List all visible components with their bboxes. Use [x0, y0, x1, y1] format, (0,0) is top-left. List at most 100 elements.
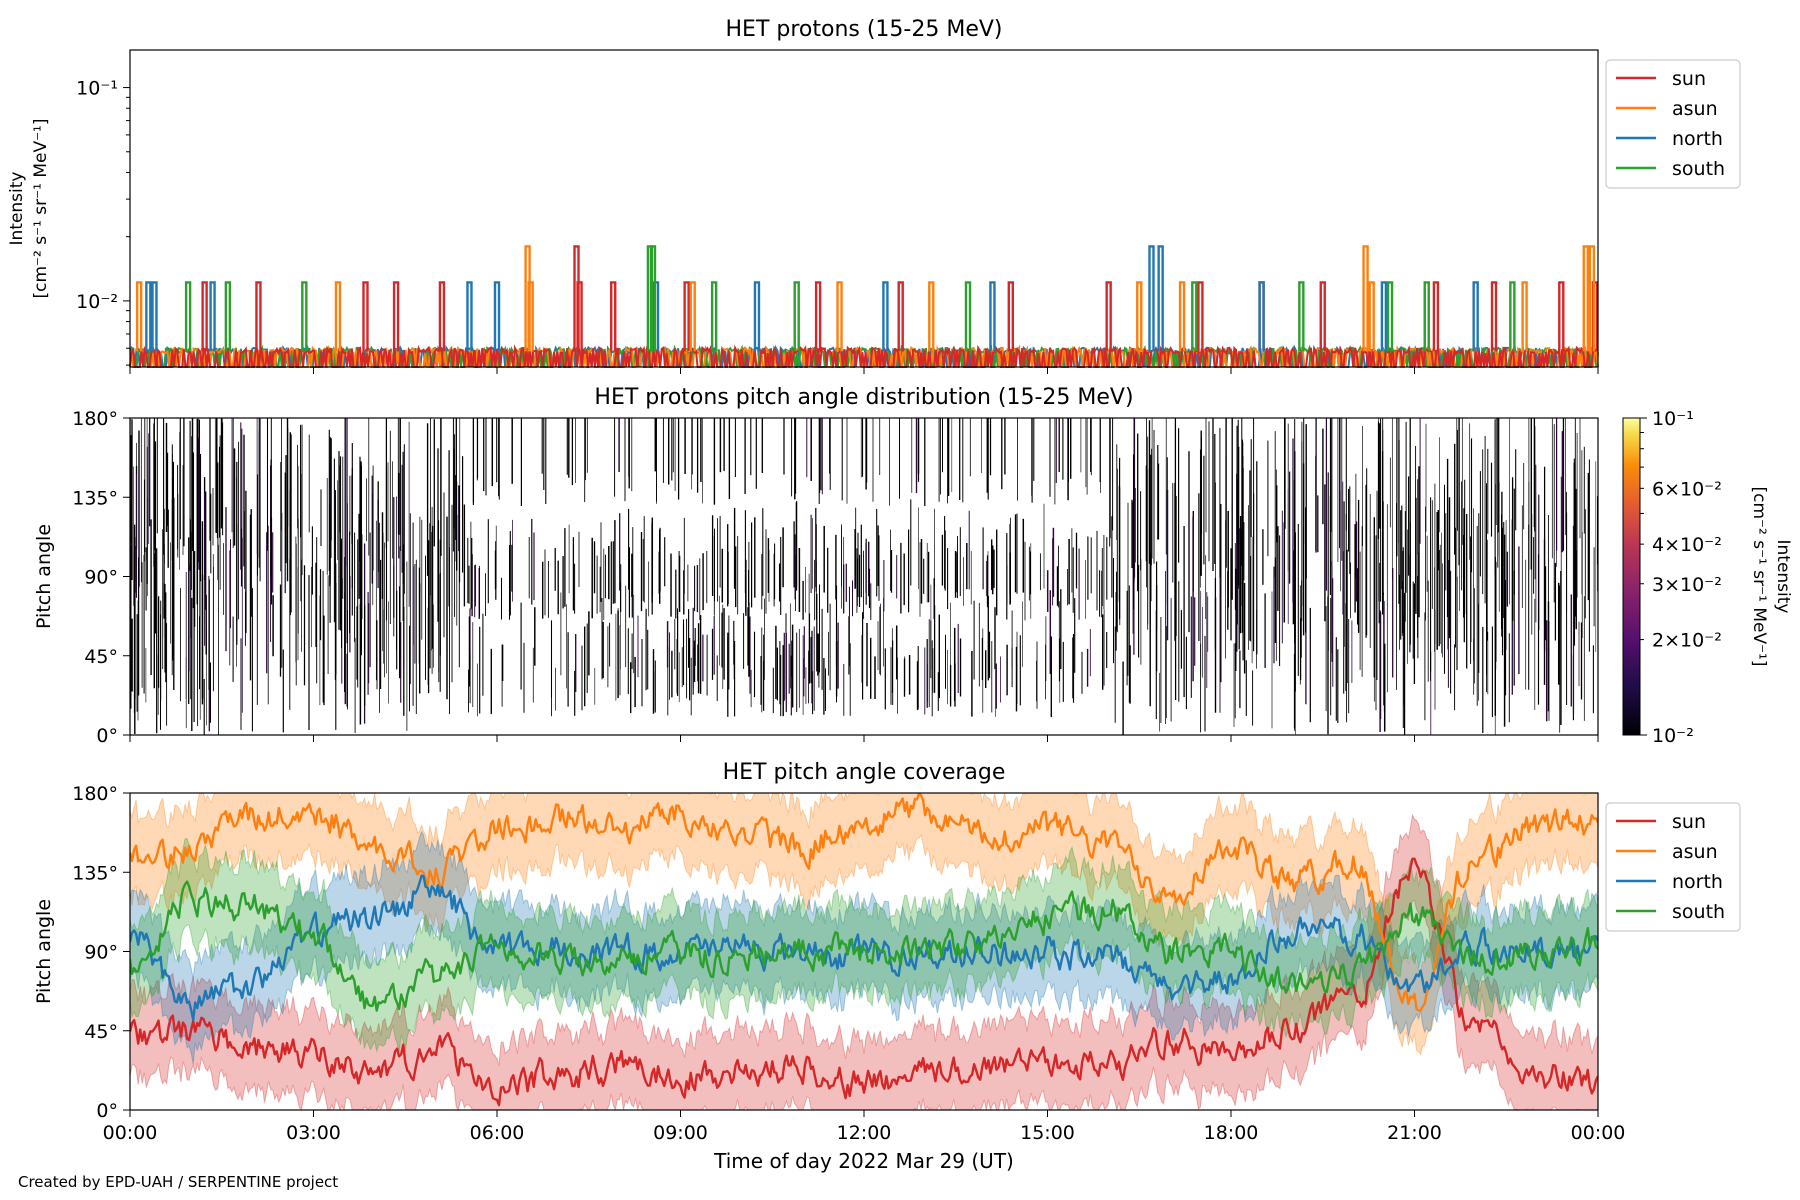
series-sun-spike	[1197, 281, 1204, 352]
legend-label-south: south	[1672, 158, 1725, 180]
y-tick-label: 90°	[84, 942, 118, 964]
series-asun-spike	[1136, 281, 1143, 352]
series-south-spike	[1509, 281, 1516, 352]
y-tick-label: 0°	[96, 725, 118, 747]
series-sun-spike	[683, 281, 690, 352]
y-tick-label: 10⁻¹	[76, 78, 118, 100]
panel-1-legend: sun asun north south	[1605, 59, 1741, 189]
y-tick-label: 135°	[72, 487, 118, 509]
series-sun-spike	[1105, 281, 1112, 352]
series-north-spike	[209, 281, 216, 352]
series-sun-spike	[610, 281, 617, 352]
panel-3-pitch-angle-coverage: HET pitch angle coverage 0° 45° 90° 135° 180°…	[33, 760, 1741, 1173]
panel-1-frame	[129, 49, 1599, 368]
footer-credit: Created by EPD-UAH / SERPENTINE project	[18, 1173, 339, 1191]
colorbar-tick-label: 10⁻¹	[1652, 408, 1694, 430]
x-axis-label: Time of day 2022 Mar 29 (UT)	[713, 1149, 1014, 1173]
series-north-spike	[466, 281, 473, 352]
legend-label-asun: asun	[1672, 841, 1718, 863]
series-north-spike	[1157, 245, 1164, 352]
legend-box	[1605, 59, 1741, 189]
y-tick-label: 135°	[72, 862, 118, 884]
legend-label-south: south	[1672, 901, 1725, 923]
series-asun-spike	[836, 281, 843, 352]
series-asun-spike	[1368, 281, 1375, 352]
series-asun-spike	[527, 281, 534, 352]
series-asun-spike	[334, 281, 342, 352]
panel-3-ylabel: Pitch angle	[33, 899, 55, 1004]
legend-label-asun: asun	[1672, 98, 1718, 120]
series-asun-spike	[1521, 281, 1528, 352]
colorbar-tick-label: 2×10⁻²	[1652, 630, 1722, 652]
series-asun-spike	[1178, 281, 1186, 352]
colorbar-tick-label: 4×10⁻²	[1652, 534, 1722, 556]
ylabel-line-1: Intensity	[7, 172, 27, 246]
series-south-spike	[301, 281, 308, 352]
series-asun-spike	[928, 281, 935, 352]
series-sun-line	[130, 857, 1598, 1107]
colorbar-tick-label: 6×10⁻²	[1652, 478, 1722, 500]
series-sun-spike	[1558, 281, 1565, 352]
series-north-spike	[1380, 281, 1388, 352]
series-south-spike	[1423, 281, 1430, 352]
colorbar	[1622, 417, 1641, 736]
series-sun-spike	[814, 281, 822, 352]
series-north-spike	[1472, 281, 1479, 352]
legend-label-sun: sun	[1672, 68, 1706, 90]
series-south-spike	[224, 281, 232, 352]
series-asun-spike	[1582, 245, 1589, 352]
series-south-spike	[649, 245, 657, 352]
panel-2-pitch-angle-distribution: HET protons pitch angle distribution (15…	[33, 385, 1793, 747]
legend-label-north: north	[1672, 871, 1723, 893]
panel-1-title: HET protons (15-25 MeV)	[726, 17, 1003, 42]
series-south-spike	[1386, 281, 1394, 352]
series-asun-spike	[135, 281, 143, 352]
series-south-line	[130, 880, 1598, 1012]
series-north-spike	[882, 281, 889, 352]
series-sun-spike	[1319, 281, 1326, 352]
series-south-spike	[964, 281, 972, 352]
series-asun-line	[130, 793, 1598, 1012]
x-tick-label: 06:00	[470, 1122, 525, 1144]
series-sun-band	[130, 813, 1598, 1110]
panel-3-title: HET pitch angle coverage	[723, 760, 1006, 785]
series-sun-spike	[576, 281, 583, 352]
ylabel-text: Pitch angle	[33, 524, 55, 629]
x-tick-label: 21:00	[1387, 1122, 1442, 1144]
series-asun-spike	[1588, 245, 1596, 352]
series-sun-spike	[897, 281, 904, 352]
colorbar-label-line-2: [cm⁻² s⁻¹ sr⁻¹ MeV⁻¹]	[1749, 487, 1769, 667]
colorbar-label: Intensity[cm⁻² s⁻¹ sr⁻¹ MeV⁻¹]	[1749, 487, 1793, 667]
series-north-spike	[1148, 245, 1155, 352]
panel-2-ylabel: Pitch angle	[33, 524, 55, 629]
series-north-spike	[493, 281, 501, 352]
series-south-spike	[1191, 281, 1198, 352]
y-tick-label: 45°	[84, 1021, 118, 1043]
y-tick-label: 45°	[84, 646, 118, 668]
panel-1-intensity: HET protons (15-25 MeV) 10⁻¹ 10⁻² Intensity…	[7, 17, 1741, 374]
series-south-spike	[1298, 281, 1305, 352]
x-tick-label: 00:00	[103, 1122, 158, 1144]
colorbar-tick-label: 10⁻²	[1652, 725, 1694, 747]
x-tick-label: 12:00	[837, 1122, 892, 1144]
series-sun-spike	[1007, 281, 1014, 352]
x-tick-label: 09:00	[653, 1122, 708, 1144]
legend-label-north: north	[1672, 128, 1723, 150]
panel-3-plot-area	[130, 793, 1598, 1110]
y-tick-label: 180°	[72, 783, 118, 805]
series-north-spike	[989, 281, 996, 352]
y-tick-label: 10⁻²	[76, 291, 118, 313]
panel-1-ylabel: Intensity [cm⁻² s⁻¹ sr⁻¹ MeV⁻¹]	[7, 119, 51, 299]
y-tick-label: 0°	[96, 1100, 118, 1122]
series-south-spike	[793, 281, 800, 352]
y-tick-label: 180°	[72, 408, 118, 430]
panel-3-legend: sun asun north south	[1605, 802, 1741, 932]
colorbar-tick-label: 3×10⁻²	[1652, 574, 1722, 596]
series-sun-spike	[201, 281, 208, 352]
series-sun-spike	[1432, 281, 1440, 352]
series-sun-spike	[1490, 281, 1498, 352]
series-north-line	[130, 874, 1598, 1021]
legend-label-sun: sun	[1672, 811, 1706, 833]
series-south-spike	[184, 281, 192, 352]
